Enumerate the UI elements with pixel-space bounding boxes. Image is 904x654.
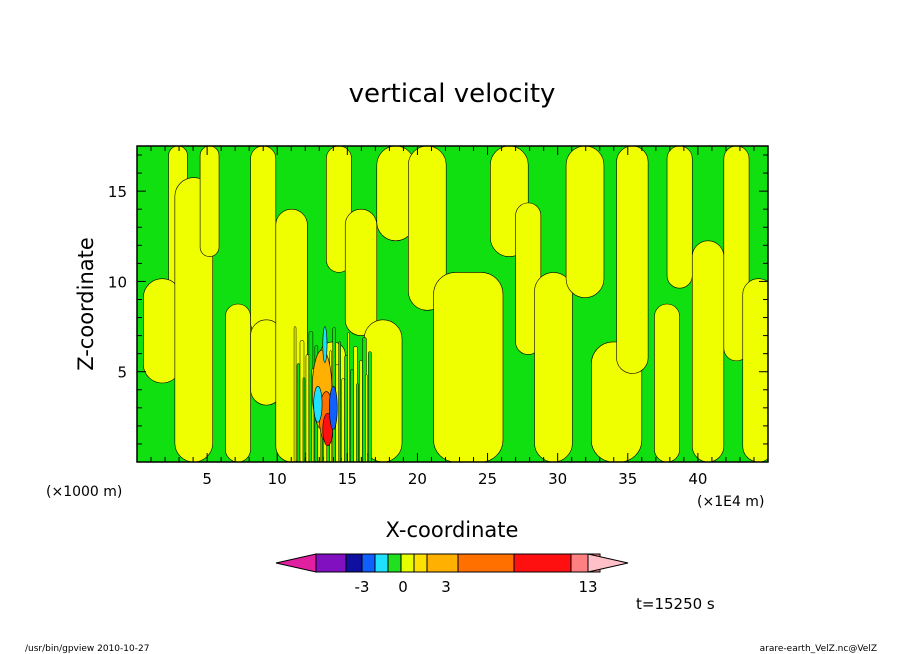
colorbar	[275, 553, 629, 573]
storm-contour	[365, 374, 368, 462]
x-tick-label: 40	[688, 470, 707, 488]
storm-contour	[368, 351, 372, 462]
footer-right: arare-earth_VelZ.nc@VelZ	[760, 644, 877, 654]
plot-area	[137, 146, 768, 462]
x-axis: 5 10 15 20 25 30 35 40	[150, 146, 755, 488]
storm-core	[322, 326, 328, 363]
storm-contour	[356, 383, 359, 462]
positive-band	[408, 146, 447, 311]
storm-contour	[359, 360, 363, 462]
convective-region	[293, 326, 372, 462]
storm-contour	[302, 377, 306, 462]
storm-contour	[347, 332, 350, 462]
x-tick-label: 25	[478, 470, 497, 488]
colorbar-cell	[374, 553, 389, 573]
colorbar-labels: -3 0 3 13	[355, 578, 598, 596]
colorbar-cell	[361, 553, 376, 573]
plot-frame	[136, 145, 769, 463]
positive-band	[616, 146, 649, 374]
storm-contour	[296, 363, 301, 462]
chart-title: vertical velocity	[349, 79, 556, 109]
colorbar-cell	[413, 553, 428, 573]
x-tick-label: 15	[338, 470, 357, 488]
storm-core	[329, 385, 338, 430]
positive-band	[565, 146, 605, 298]
contour-bands	[143, 146, 768, 462]
storm-contour	[350, 369, 354, 462]
y-axis-title: Z-coordinate	[74, 237, 98, 371]
footer-left: /usr/bin/gpview 2010-10-27	[25, 644, 149, 654]
time-label: t=15250 s	[636, 595, 715, 613]
positive-band	[225, 303, 251, 462]
colorbar-label: 3	[441, 578, 451, 596]
colorbar-arrow-left	[275, 553, 317, 573]
x-tick-label: 5	[202, 470, 212, 488]
positive-band	[691, 240, 725, 462]
colorbar-arrow-right	[587, 553, 629, 573]
colorbar-cell	[400, 553, 415, 573]
positive-band	[344, 208, 378, 336]
storm-core	[313, 385, 323, 423]
colorbar-cell	[345, 553, 363, 573]
y-tick-label: 15	[108, 183, 127, 201]
colorbar-cell	[315, 553, 347, 573]
positive-band	[250, 146, 277, 336]
positive-band	[199, 146, 220, 257]
positive-band	[654, 303, 680, 462]
colorbar-cell	[513, 553, 572, 573]
x-axis-title: X-coordinate	[386, 518, 519, 542]
positive-band	[666, 146, 693, 289]
y-tick-label: 5	[117, 364, 127, 382]
x-tick-label: 10	[268, 470, 287, 488]
y-unit-label: (×1000 m)	[46, 484, 122, 500]
positive-band	[742, 278, 768, 462]
x-tick-label: 20	[408, 470, 427, 488]
x-tick-label: 30	[548, 470, 567, 488]
y-tick-label: 10	[108, 273, 127, 291]
colorbar-cell	[457, 553, 515, 573]
storm-contour	[341, 378, 345, 462]
x-unit-label: (×1E4 m)	[697, 494, 764, 510]
x-tick-label: 35	[618, 470, 637, 488]
positive-band	[534, 272, 573, 462]
colorbar-label: 13	[578, 578, 597, 596]
colorbar-cell	[426, 553, 459, 573]
y-axis: 5 10 15	[108, 154, 768, 445]
storm-contour	[305, 354, 310, 462]
storm-contour	[338, 341, 341, 462]
colorbar-cell	[387, 553, 402, 573]
colorbar-label: -3	[355, 578, 370, 596]
positive-band	[433, 272, 504, 462]
colorbar-label: 0	[398, 578, 408, 596]
storm-contour	[293, 326, 297, 462]
